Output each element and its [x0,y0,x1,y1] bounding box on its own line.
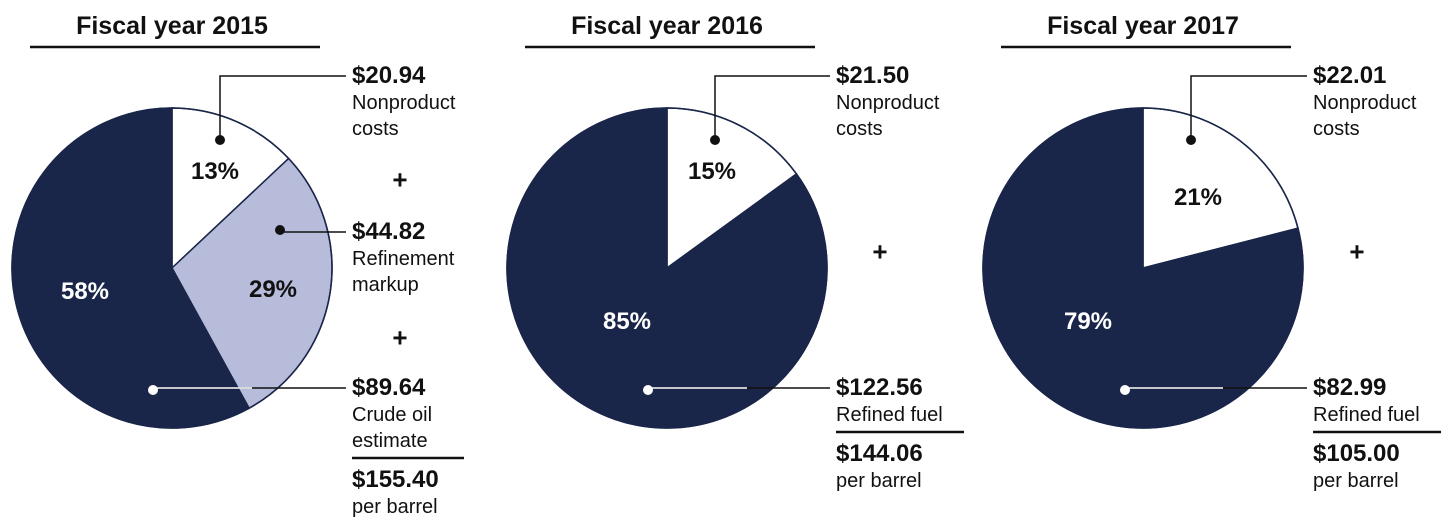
total-unit: per barrel [836,470,922,492]
category-label: Nonproduct costs [352,92,456,140]
pie-outline [11,107,333,429]
leader-dot [275,225,285,235]
pie-outline [982,107,1304,429]
amount: $122.56 [836,374,923,401]
total: $144.06 [836,440,923,467]
value-label: 58% [60,278,110,305]
amount: $20.94 [352,62,426,89]
leader-dot [643,385,653,395]
value-label: 21% [1173,184,1223,211]
chart-title: Fiscal year 2016 [571,12,763,40]
chart-title: Fiscal year 2017 [1047,12,1239,40]
total-unit: per barrel [1313,470,1399,492]
total-unit: per barrel [352,496,438,518]
amount: $21.50 [836,62,910,89]
leader-line [219,75,346,140]
chart-title: Fiscal year 2015 [76,12,268,40]
pie-outline [506,107,828,429]
value-label: 29% [248,276,298,303]
category-label: Refinement markup [352,248,455,296]
category-label: Refined fuel [1313,404,1420,426]
category-label: Refined fuel [836,404,943,426]
value-label: 13% [190,158,240,185]
amount: $44.82 [352,218,426,245]
leader-dot [1120,385,1130,395]
plus-sign: + [1349,236,1365,267]
leader-dot [1186,135,1196,145]
plus-sign: + [392,164,408,195]
total: $105.00 [1313,440,1400,467]
leader-dot [710,135,720,145]
category-label: Nonproduct costs [836,92,940,140]
value-label: 85% [602,308,652,335]
category-label: Crude oil estimate [352,404,433,452]
value-label: 15% [687,158,737,185]
amount: $82.99 [1313,374,1387,401]
amount: $22.01 [1313,62,1387,89]
plus-sign: + [872,236,888,267]
leader-dot [148,385,158,395]
plus-sign: + [392,322,408,353]
value-label: 79% [1063,308,1113,335]
leader-dot [215,135,225,145]
leader-line [1190,75,1307,140]
category-label: Nonproduct costs [1313,92,1417,140]
total: $155.40 [352,466,439,493]
amount: $89.64 [352,374,426,401]
leader-line [714,75,830,140]
